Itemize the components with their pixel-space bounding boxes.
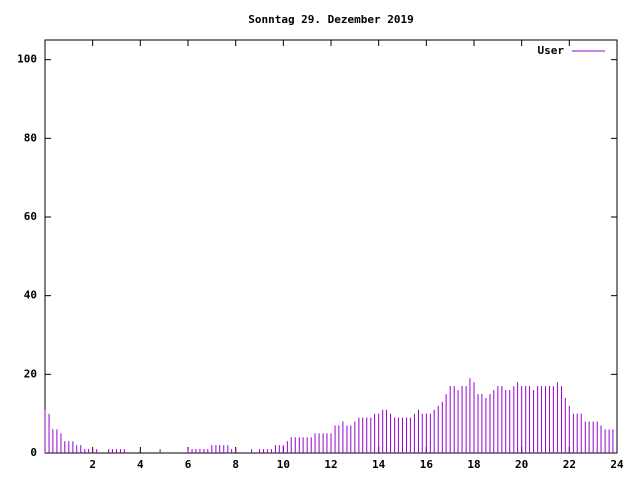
x-tick-label: 16 bbox=[420, 458, 434, 471]
y-tick-label: 20 bbox=[24, 367, 37, 380]
plot-frame bbox=[44, 39, 618, 454]
y-tick-label: 40 bbox=[24, 289, 37, 302]
y-tick-label: 80 bbox=[24, 131, 37, 144]
x-tick-label: 14 bbox=[372, 458, 386, 471]
x-tick-label: 6 bbox=[185, 458, 192, 471]
x-tick-label: 2 bbox=[89, 458, 96, 471]
legend-label: User bbox=[538, 44, 565, 57]
x-tick-label: 24 bbox=[610, 458, 624, 471]
y-tick-label: 0 bbox=[30, 446, 37, 459]
x-tick-label: 18 bbox=[467, 458, 480, 471]
chart-title: Sonntag 29. Dezember 2019 bbox=[248, 13, 414, 26]
x-tick-label: 10 bbox=[277, 458, 290, 471]
x-tick-label: 12 bbox=[324, 458, 337, 471]
x-tick-label: 4 bbox=[137, 458, 144, 471]
x-tick-label: 20 bbox=[515, 458, 528, 471]
x-tick-label: 8 bbox=[232, 458, 239, 471]
y-tick-label: 60 bbox=[24, 210, 37, 223]
y-tick-label: 100 bbox=[17, 53, 37, 66]
x-tick-label: 22 bbox=[563, 458, 576, 471]
